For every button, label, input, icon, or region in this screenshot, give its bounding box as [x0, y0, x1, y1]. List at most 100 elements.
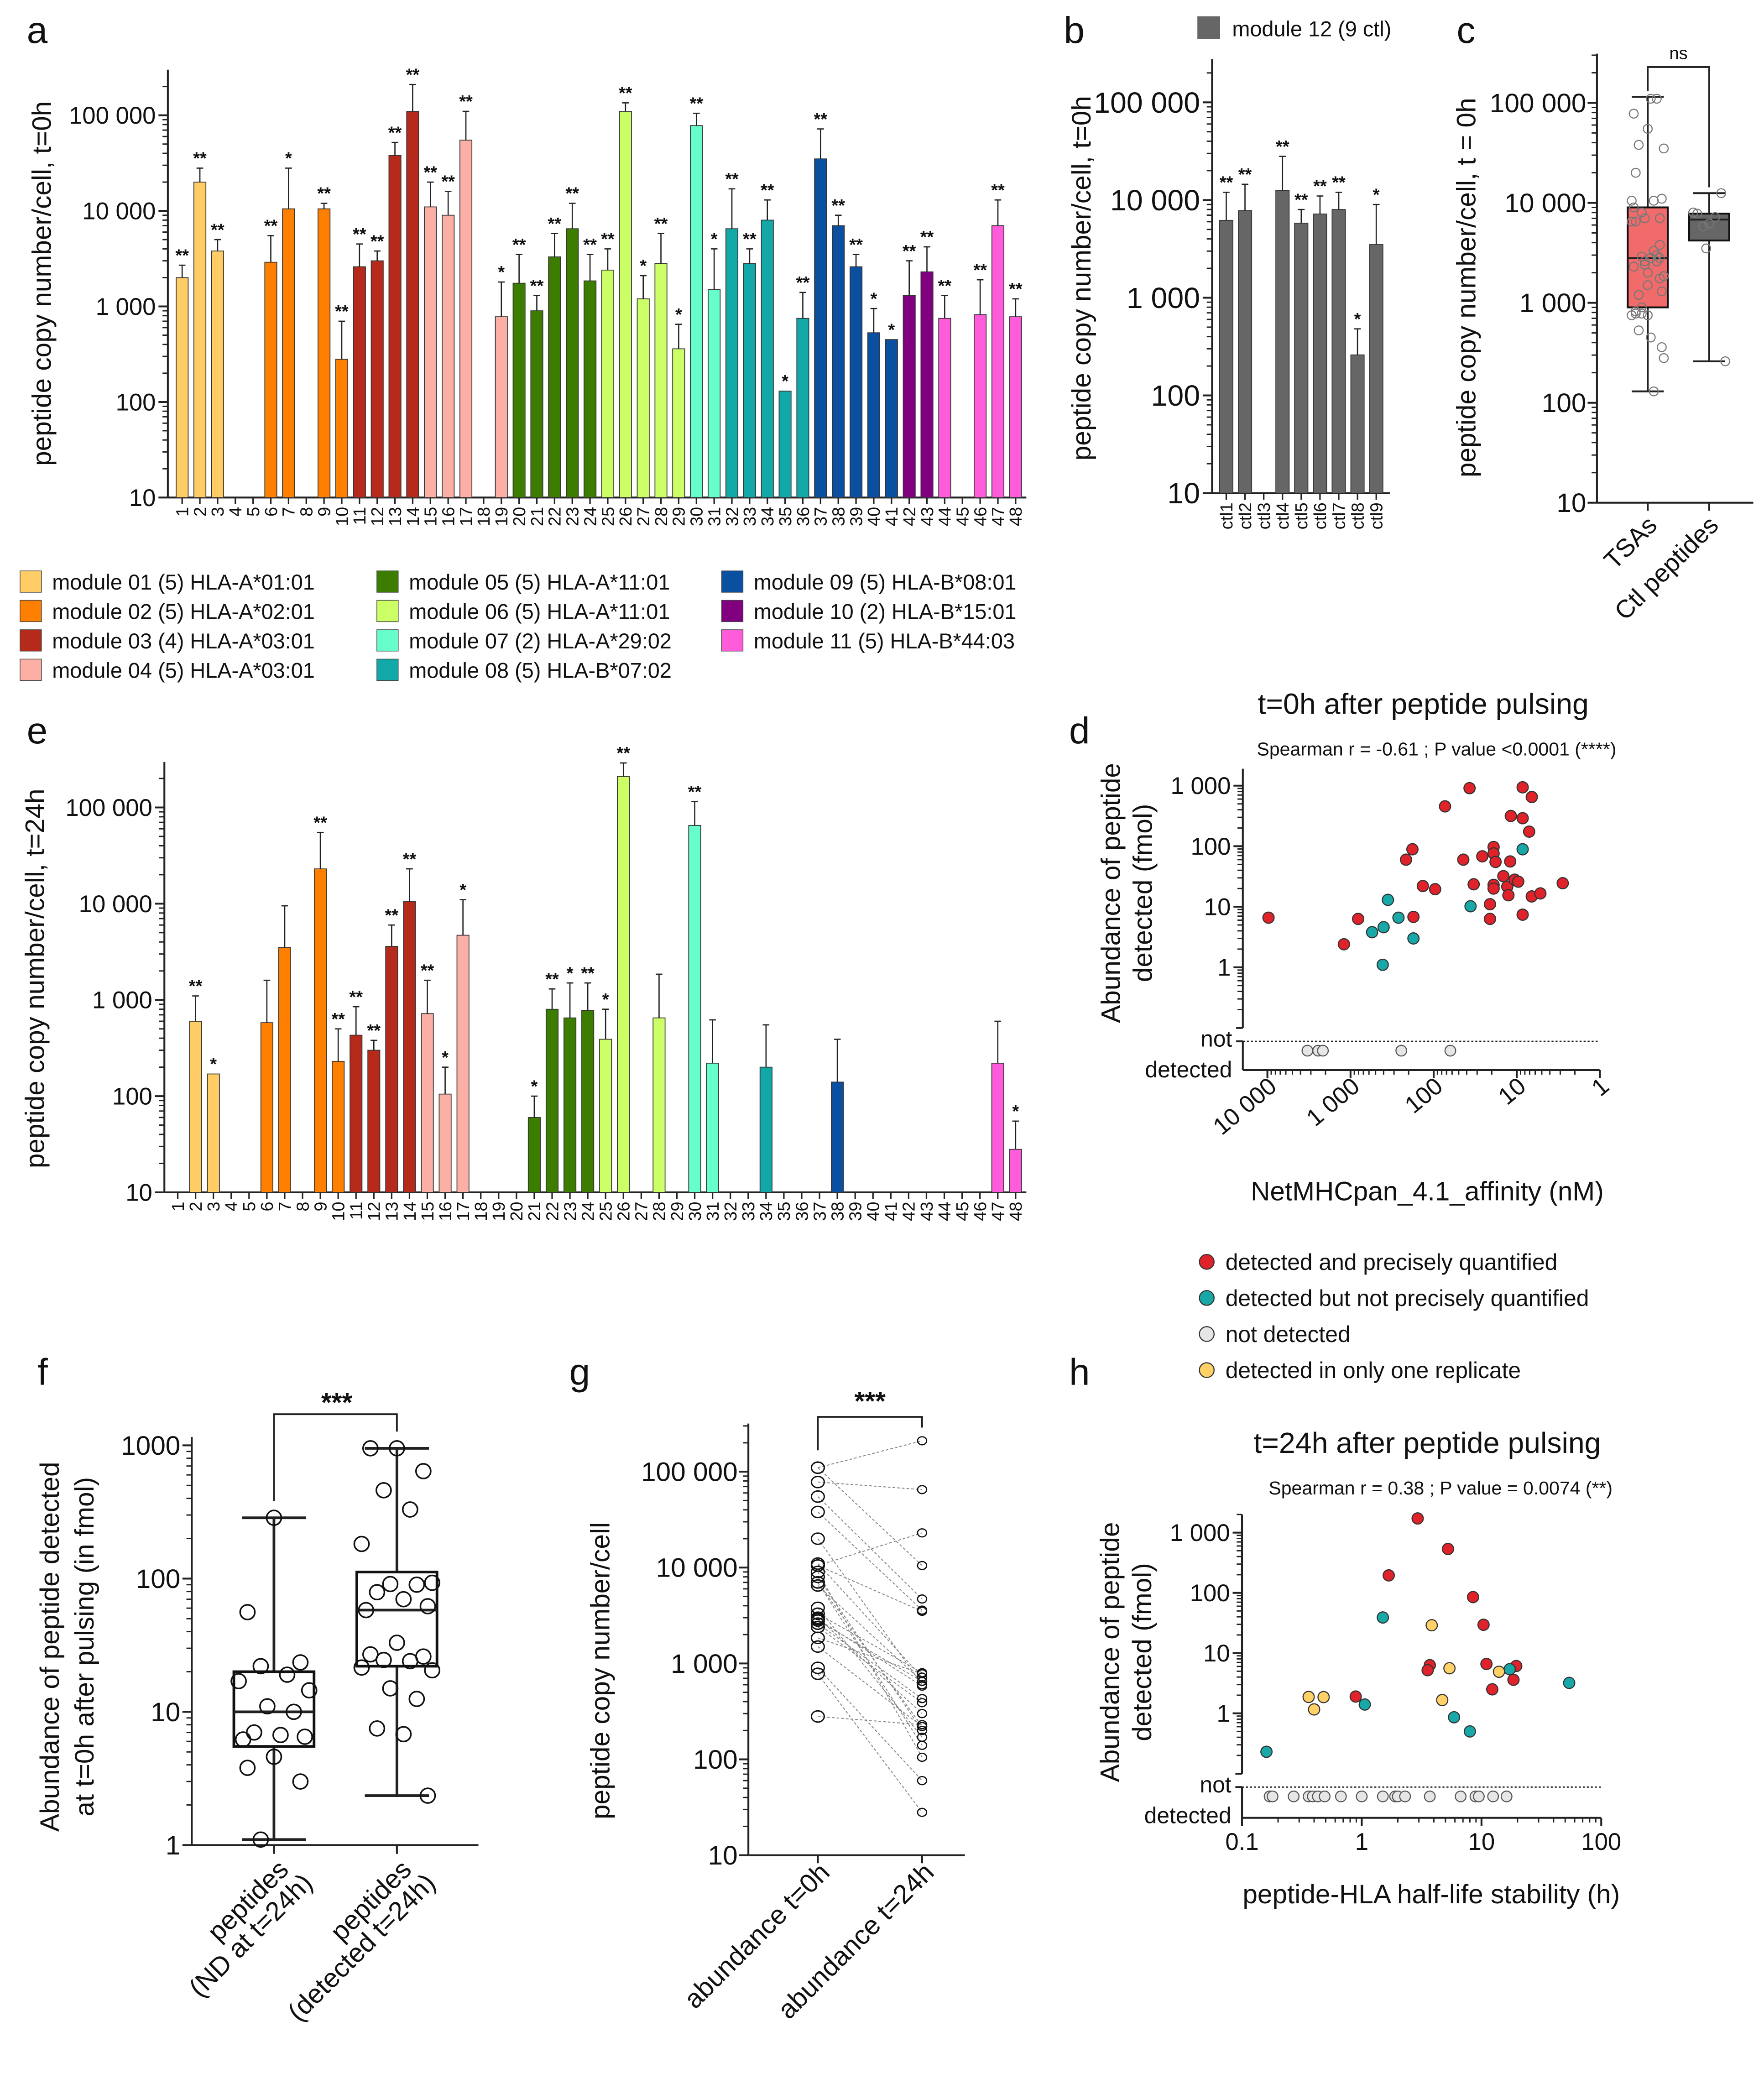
y-tick-label: 100 000 [1094, 86, 1200, 119]
x-tick-label: 24 [581, 507, 600, 526]
bar [367, 1050, 381, 1193]
pair-line [817, 1538, 923, 1685]
y-tick-label: 10 [125, 1179, 152, 1206]
data-point-red [1476, 850, 1489, 863]
bar [832, 225, 845, 498]
pair-line [818, 1565, 923, 1612]
x-tick-label: 34 [758, 507, 778, 526]
significance-label: * [498, 263, 505, 282]
y-axis-label: peptide copy number/cell, t = 0h [1451, 98, 1481, 477]
data-point [353, 1659, 370, 1676]
data-point [1657, 286, 1667, 297]
significance-label: * [711, 230, 718, 249]
x-tick-label: 7 [280, 507, 299, 517]
data-point-red [1337, 938, 1350, 951]
bar [796, 318, 809, 498]
x-tick-label: 5 [240, 1201, 259, 1211]
data-point-t24 [917, 1776, 928, 1786]
legend-swatch [20, 658, 42, 681]
legend-label: detected but not precisely quantified [1226, 1285, 1589, 1311]
data-point-t0 [810, 1620, 825, 1634]
legend-marker [1199, 1326, 1215, 1342]
x-tick-label: 44 [935, 1201, 955, 1221]
data-point-not-detected [1288, 1790, 1300, 1802]
data-point-red [1411, 1512, 1424, 1525]
bar [761, 219, 774, 498]
data-point [1657, 342, 1667, 352]
legend-marker [1199, 1290, 1215, 1306]
data-point [388, 1635, 405, 1651]
legend-item-module-02: module 02 (5) HLA-A*02:01 [20, 600, 315, 624]
bar [438, 1093, 452, 1193]
x-tick-label: 18 [472, 1201, 491, 1221]
panel-label-c: c [1456, 10, 1475, 51]
data-point [1630, 306, 1641, 317]
significance-label: ** [796, 273, 810, 292]
data-point-not-detected [1377, 1790, 1389, 1802]
data-point [369, 1720, 386, 1737]
bar [456, 935, 470, 1193]
chart-subtitle: Spearman r = 0.38 ; P value = 0.0074 (**… [1268, 1478, 1613, 1499]
data-point [1634, 290, 1644, 300]
data-point [1649, 196, 1659, 206]
x-tick-label: 38 [828, 1201, 847, 1221]
y-tick-label: 1 000 [92, 987, 152, 1014]
data-point-teal [1464, 900, 1477, 913]
x-tick-label: 43 [918, 507, 937, 526]
legend-label: module 08 (5) HLA-B*07:02 [409, 658, 672, 682]
bar [278, 947, 292, 1193]
box [232, 1670, 316, 1748]
legend-item-teal: detected but not precisely quantified [1199, 1285, 1589, 1311]
data-point [1704, 219, 1714, 229]
legend-label: not detected [1226, 1321, 1351, 1347]
legend-item-module-08: module 08 (5) HLA-B*07:02 [376, 658, 672, 682]
legend-label: detected and precisely quantified [1226, 1249, 1558, 1275]
legend-swatch [376, 600, 399, 622]
data-point-t0 [810, 1607, 825, 1620]
y-tick-label: 10 000 [656, 1553, 738, 1583]
x-tick-label: 11 [347, 1201, 366, 1220]
not-detected-label: not [1200, 1772, 1231, 1797]
x-tick-label: 37 [810, 1201, 830, 1221]
data-point-not-detected [1455, 1790, 1467, 1802]
significance-label: * [531, 1077, 538, 1096]
significance-label: * [1373, 185, 1380, 204]
y-axis-label: Abundance of peptide [1096, 1522, 1125, 1782]
x-tick-label: 14 [404, 507, 423, 526]
y-tick-label: 1 000 [1171, 773, 1231, 799]
y-tick-label: 1 [1217, 954, 1231, 981]
data-point [266, 1749, 282, 1765]
pair-line [818, 1532, 923, 1566]
data-point [382, 1680, 399, 1697]
bar [1275, 190, 1290, 494]
significance-label: ** [371, 232, 384, 251]
data-point [1652, 94, 1662, 104]
data-point [1659, 271, 1669, 281]
data-point-red [1463, 782, 1476, 794]
x-tick-label: 15 [422, 507, 441, 526]
x-tick-label: 11 [350, 507, 370, 525]
y-axis-label: detected (fmol) [1127, 1563, 1157, 1741]
pair-line [817, 1619, 923, 1687]
x-tick-label: 25 [599, 507, 618, 526]
data-point [1628, 109, 1639, 119]
x-tick-label: 41 [882, 1201, 901, 1221]
significance-label: ** [761, 181, 774, 200]
chart-subtitle: Spearman r = -0.61 ; P value <0.0001 (**… [1257, 738, 1617, 759]
significance-label: ** [423, 163, 437, 182]
data-point [395, 1591, 412, 1608]
x-tick-label: 6 [258, 1201, 277, 1211]
x-tick-label: 2 [187, 1201, 206, 1211]
significance-label: * [675, 305, 682, 324]
x-tick-label: 30 [686, 1201, 705, 1221]
y-axis-label: Abundance of peptide detected [35, 1462, 65, 1832]
data-point [279, 1666, 296, 1683]
x-tick-label: 39 [847, 507, 866, 526]
bar [406, 111, 419, 498]
significance-label: ** [512, 235, 526, 255]
data-point-t0 [810, 1579, 825, 1592]
x-tick-label: 45 [954, 507, 973, 526]
data-point-red [1429, 883, 1441, 896]
data-point-t0 [810, 1611, 825, 1624]
